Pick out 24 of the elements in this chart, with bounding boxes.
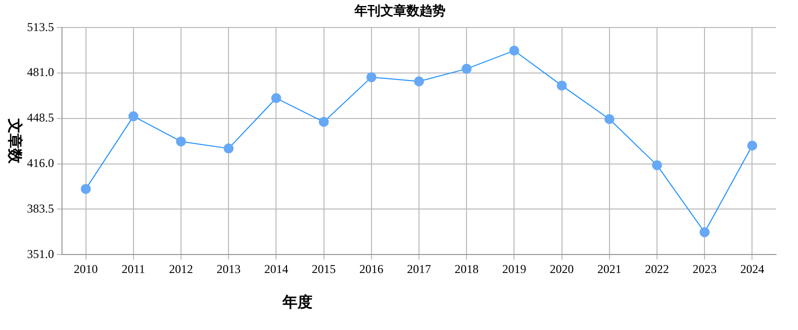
- x-tick-label: 2016: [359, 262, 384, 276]
- x-tick-label: 2021: [597, 262, 622, 276]
- x-tick-label: 2022: [645, 262, 669, 276]
- x-tick-label: 2015: [312, 262, 336, 276]
- x-tick-label: 2013: [216, 262, 241, 276]
- y-axis-title: 文章数: [6, 118, 24, 165]
- y-tick-label: 416.0: [27, 156, 54, 170]
- x-tick-label: 2020: [550, 262, 574, 276]
- y-tick-label: 513.5: [27, 20, 54, 34]
- x-tick-label: 2019: [502, 262, 526, 276]
- chart-title: 年刊文章数趋势: [354, 3, 446, 18]
- x-tick-label: 2012: [169, 262, 193, 276]
- x-tick-label: 2017: [407, 262, 431, 276]
- x-tick-label: 2024: [740, 262, 764, 276]
- x-tick-label: 2018: [454, 262, 479, 276]
- x-axis-title: 年度: [282, 292, 313, 311]
- y-tick-label: 481.0: [27, 65, 54, 80]
- x-tick-label: 2023: [692, 262, 717, 276]
- y-tick-label: 351.0: [27, 246, 54, 261]
- x-tick-label: 2014: [264, 262, 288, 276]
- x-tick-label: 2010: [74, 262, 98, 276]
- y-tick-label: 448.5: [27, 110, 54, 125]
- y-tick-label: 383.5: [27, 201, 54, 216]
- x-tick-label: 2011: [122, 262, 146, 276]
